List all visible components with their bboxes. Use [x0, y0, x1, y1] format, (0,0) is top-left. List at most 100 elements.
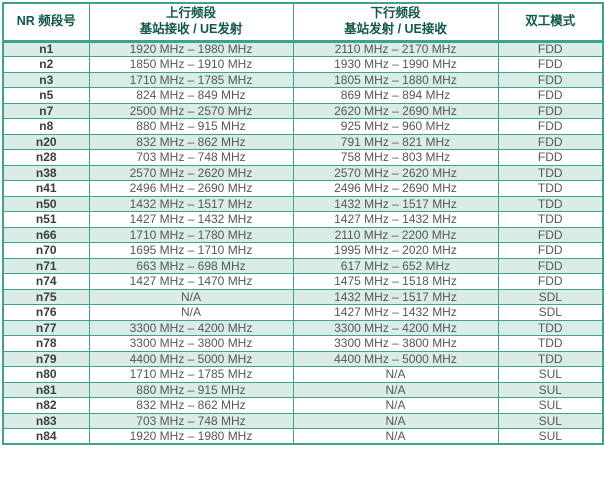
band-cell: n7 — [2, 102, 90, 119]
header-uplink-line1: 上行频段 — [165, 6, 216, 21]
band-cell: n77 — [2, 319, 90, 336]
downlink-cell: 758 MHz – 803 MHz — [292, 149, 499, 166]
downlink-cell: 617 MHz – 652 MHz — [292, 257, 499, 274]
uplink-cell: 2500 MHz – 2570 MHz — [88, 102, 294, 119]
downlink-cell: 791 MHz – 821 MHz — [292, 133, 499, 150]
table-row: n3 1710 MHz – 1785 MHz 1805 MHz – 1880 MHz… — [2, 71, 604, 88]
downlink-cell: 3300 MHz – 3800 MHz — [292, 335, 499, 352]
downlink-cell: N/A — [292, 366, 499, 383]
duplex-cell: FDD — [497, 71, 604, 88]
duplex-cell: FDD — [497, 226, 604, 243]
table-row: n28 703 MHz – 748 MHz 758 MHz – 803 MHz FDD — [2, 149, 604, 166]
downlink-cell: 4400 MHz – 5000 MHz — [292, 350, 499, 367]
downlink-cell: N/A — [292, 381, 499, 398]
downlink-cell: 2110 MHz – 2200 MHz — [292, 226, 499, 243]
nr-band-table: NR 频段号 上行频段 基站接收 / UE发射 下行频段 基站发射 / UE接收… — [2, 2, 604, 445]
duplex-cell: TDD — [497, 319, 604, 336]
downlink-cell: 2620 MHz – 2690 MHz — [292, 102, 499, 119]
band-cell: n2 — [2, 56, 90, 73]
downlink-cell: 1805 MHz – 1880 MHz — [292, 71, 499, 88]
band-cell: n76 — [2, 304, 90, 321]
table-row: n2 1850 MHz – 1910 MHz 1930 MHz – 1990 MHz… — [2, 56, 604, 73]
table-row: n51 1427 MHz – 1432 MHz 1427 MHz – 1432 MH… — [2, 211, 604, 228]
table-row: n71 663 MHz – 698 MHz 617 MHz – 652 MHz FDD — [2, 257, 604, 274]
uplink-cell: N/A — [88, 304, 294, 321]
uplink-cell: 880 MHz – 915 MHz — [88, 381, 294, 398]
duplex-cell: SUL — [497, 381, 604, 398]
uplink-cell: 1427 MHz – 1470 MHz — [88, 273, 294, 290]
duplex-cell: TDD — [497, 211, 604, 228]
uplink-cell: 1710 MHz – 1785 MHz — [88, 71, 294, 88]
header-uplink-line2: 基站接收 / UE发射 — [139, 21, 243, 36]
header-downlink-line1: 下行频段 — [370, 6, 421, 21]
duplex-cell: TDD — [497, 180, 604, 197]
table-row: n1 1920 MHz – 1980 MHz 2110 MHz – 2170 MHz… — [2, 40, 604, 57]
duplex-cell: FDD — [497, 273, 604, 290]
duplex-cell: TDD — [497, 350, 604, 367]
uplink-cell: 1920 MHz – 1980 MHz — [88, 428, 294, 445]
table-row: n77 3300 MHz – 4200 MHz 3300 MHz – 4200 MH… — [2, 319, 604, 336]
band-cell: n79 — [2, 350, 90, 367]
header-downlink: 下行频段 基站发射 / UE接收 — [292, 2, 499, 43]
table-row: n8 880 MHz – 915 MHz 925 MHz – 960 MHz FDD — [2, 118, 604, 135]
downlink-cell: N/A — [292, 412, 499, 429]
band-cell: n66 — [2, 226, 90, 243]
duplex-cell: TDD — [497, 335, 604, 352]
table-row: n50 1432 MHz – 1517 MHz 1432 MHz – 1517 MH… — [2, 195, 604, 212]
uplink-cell: 1710 MHz – 1780 MHz — [88, 226, 294, 243]
uplink-cell: 2570 MHz – 2620 MHz — [88, 164, 294, 181]
table-row: n74 1427 MHz – 1470 MHz 1475 MHz – 1518 MH… — [2, 273, 604, 290]
band-cell: n41 — [2, 180, 90, 197]
header-duplex: 双工模式 — [497, 2, 604, 43]
band-cell: n1 — [2, 40, 90, 57]
duplex-cell: TDD — [497, 164, 604, 181]
table-row: n82 832 MHz – 862 MHz N/A SUL — [2, 397, 604, 414]
table-row: n7 2500 MHz – 2570 MHz 2620 MHz – 2690 MHz… — [2, 102, 604, 119]
uplink-cell: 1427 MHz – 1432 MHz — [88, 211, 294, 228]
downlink-cell: 1930 MHz – 1990 MHz — [292, 56, 499, 73]
uplink-cell: 703 MHz – 748 MHz — [88, 149, 294, 166]
table-row: n20 832 MHz – 862 MHz 791 MHz – 821 MHz FDD — [2, 133, 604, 150]
uplink-cell: 703 MHz – 748 MHz — [88, 412, 294, 429]
table-row: n66 1710 MHz – 1780 MHz 2110 MHz – 2200 MH… — [2, 226, 604, 243]
header-band: NR 频段号 — [2, 2, 90, 43]
duplex-cell: TDD — [497, 195, 604, 212]
table-row: n75 N/A 1432 MHz – 1517 MHz SDL — [2, 288, 604, 305]
band-cell: n82 — [2, 397, 90, 414]
band-cell: n80 — [2, 366, 90, 383]
downlink-cell: 1432 MHz – 1517 MHz — [292, 288, 499, 305]
table-row: n81 880 MHz – 915 MHz N/A SUL — [2, 381, 604, 398]
uplink-cell: 1850 MHz – 1910 MHz — [88, 56, 294, 73]
band-cell: n81 — [2, 381, 90, 398]
duplex-cell: FDD — [497, 149, 604, 166]
uplink-cell: 3300 MHz – 4200 MHz — [88, 319, 294, 336]
duplex-cell: FDD — [497, 87, 604, 104]
table-row: n76 N/A 1427 MHz – 1432 MHz SDL — [2, 304, 604, 321]
uplink-cell: 824 MHz – 849 MHz — [88, 87, 294, 104]
uplink-cell: 663 MHz – 698 MHz — [88, 257, 294, 274]
duplex-cell: FDD — [497, 102, 604, 119]
band-cell: n74 — [2, 273, 90, 290]
table-row: n79 4400 MHz – 5000 MHz 4400 MHz – 5000 MH… — [2, 350, 604, 367]
band-cell: n70 — [2, 242, 90, 259]
duplex-cell: SUL — [497, 366, 604, 383]
duplex-cell: FDD — [497, 257, 604, 274]
downlink-cell: 2496 MHz – 2690 MHz — [292, 180, 499, 197]
uplink-cell: 2496 MHz – 2690 MHz — [88, 180, 294, 197]
band-cell: n83 — [2, 412, 90, 429]
band-cell: n38 — [2, 164, 90, 181]
band-cell: n50 — [2, 195, 90, 212]
table-row: n70 1695 MHz – 1710 MHz 1995 MHz – 2020 MH… — [2, 242, 604, 259]
downlink-cell: 3300 MHz – 4200 MHz — [292, 319, 499, 336]
duplex-cell: FDD — [497, 242, 604, 259]
header-row: NR 频段号 上行频段 基站接收 / UE发射 下行频段 基站发射 / UE接收… — [2, 2, 604, 43]
downlink-cell: 925 MHz – 960 MHz — [292, 118, 499, 135]
table-row: n38 2570 MHz – 2620 MHz 2570 MHz – 2620 MH… — [2, 164, 604, 181]
band-cell: n20 — [2, 133, 90, 150]
band-cell: n3 — [2, 71, 90, 88]
duplex-cell: SDL — [497, 304, 604, 321]
band-cell: n84 — [2, 428, 90, 445]
duplex-cell: SDL — [497, 288, 604, 305]
duplex-cell: FDD — [497, 40, 604, 57]
uplink-cell: N/A — [88, 288, 294, 305]
